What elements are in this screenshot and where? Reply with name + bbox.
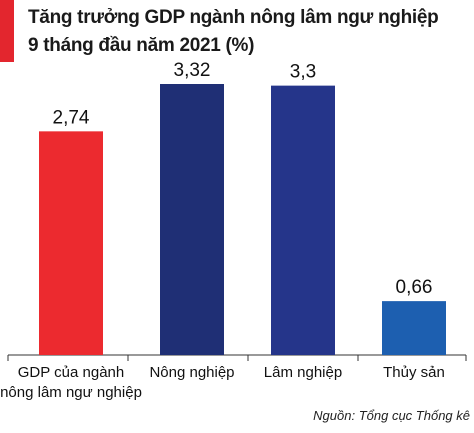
data-label: 2,74 [53, 107, 90, 128]
chart-subtitle: 9 tháng đầu năm 2021 (%) [28, 35, 255, 56]
title-accent-bar [0, 0, 14, 62]
category-label: GDP của ngành [18, 364, 124, 381]
chart-title: Tăng trưởng GDP ngành nông lâm ngư nghiệ… [28, 7, 439, 28]
data-label: 3,3 [290, 62, 316, 83]
data-label: 3,32 [174, 60, 211, 81]
bar [382, 301, 446, 355]
category-label: Thủy sản [383, 364, 445, 381]
bar [271, 85, 335, 355]
category-label: nông lâm ngư nghiệp [0, 384, 142, 401]
data-label: 0,66 [396, 277, 433, 298]
bar [160, 84, 224, 355]
chart-title-block: Tăng trưởng GDP ngành nông lâm ngư nghiệ… [28, 4, 468, 60]
category-label: Lâm nghiệp [264, 364, 342, 381]
source-note: Nguồn: Tổng cục Thống kê [313, 408, 470, 423]
category-label: Nông nghiệp [149, 364, 234, 381]
bar [39, 131, 103, 355]
